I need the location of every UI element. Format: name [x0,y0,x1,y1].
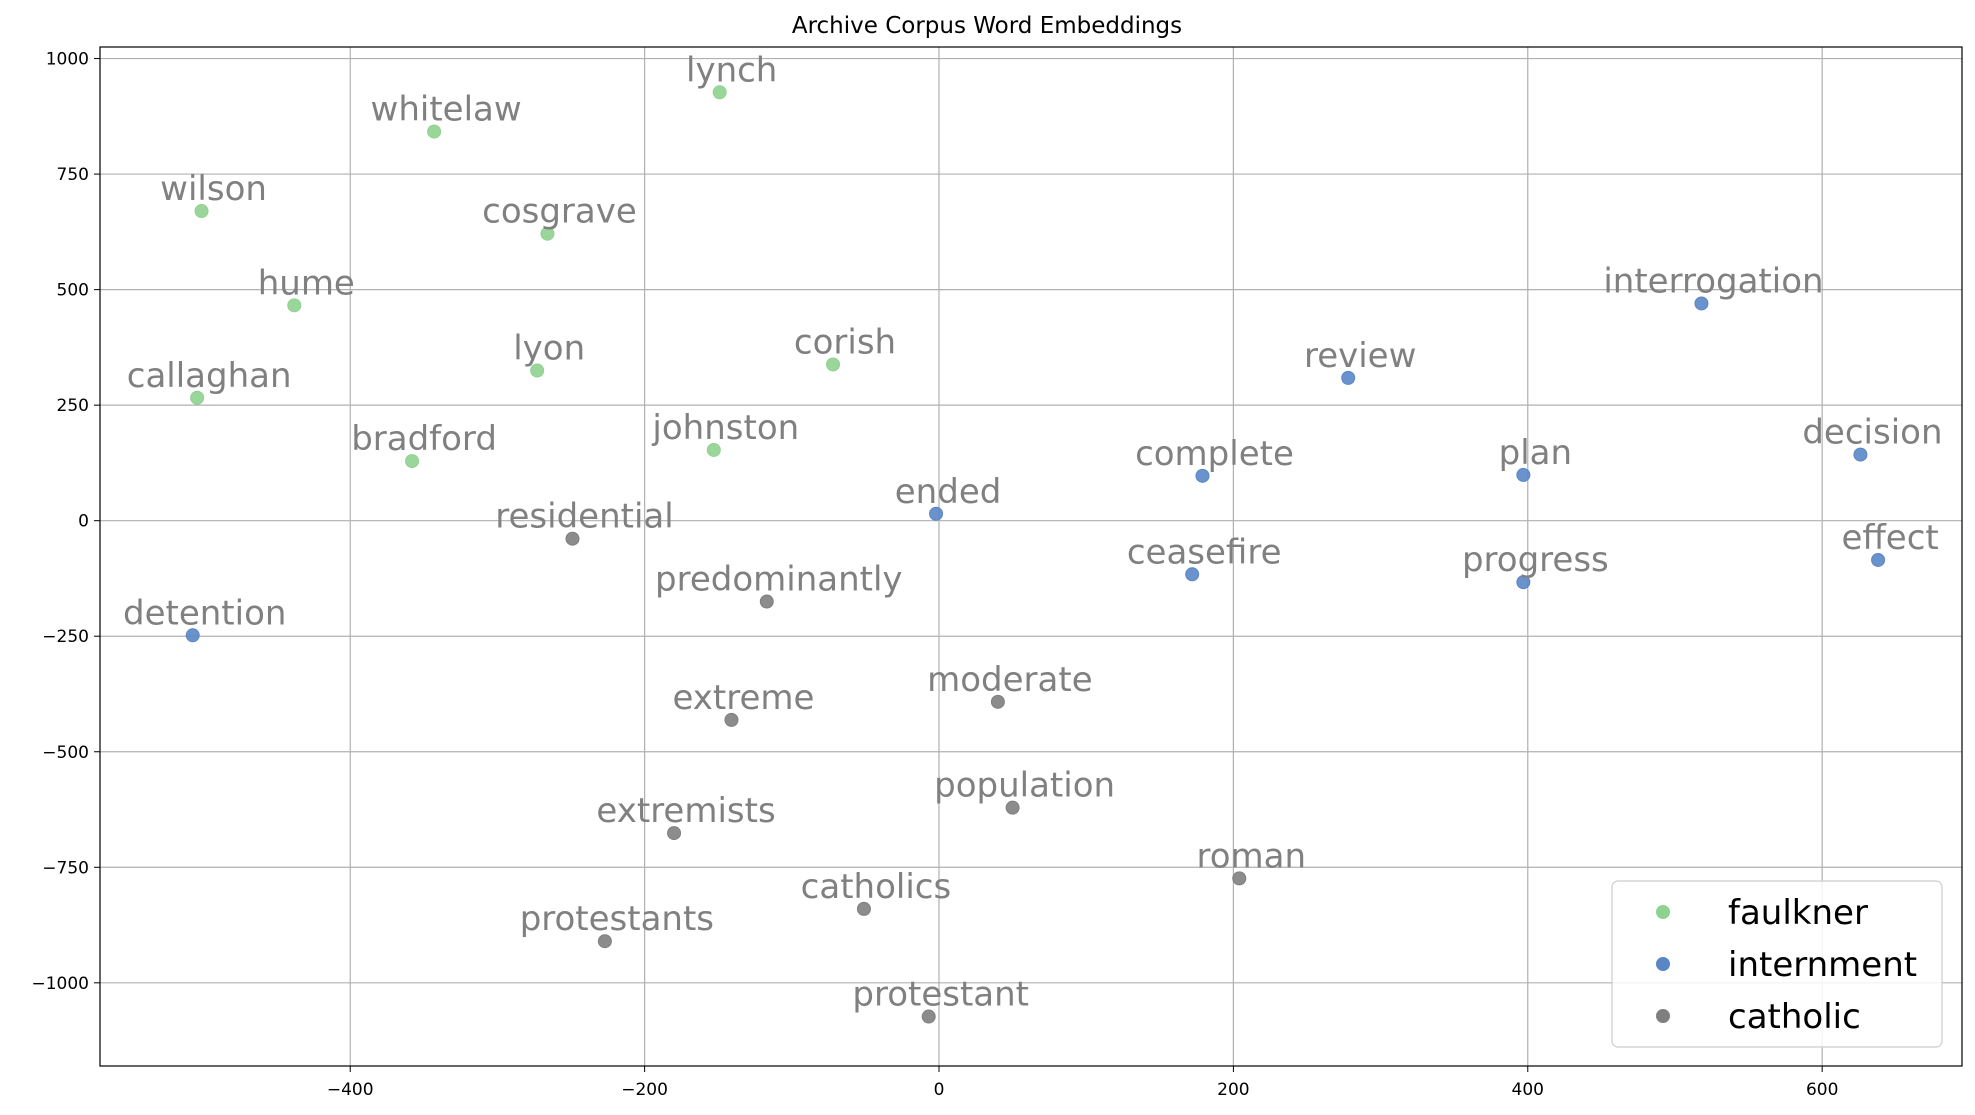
data-point-catholic [1005,800,1020,815]
data-point-catholic [1232,871,1247,886]
point-label: bradford [351,419,497,459]
plot-frame [99,46,1963,1067]
legend-marker-catholic [1656,1009,1670,1023]
data-point-internment [1516,467,1531,482]
point-label: interrogation [1603,261,1823,301]
x-tick-label: 0 [934,1080,945,1100]
point-label: callaghan [127,356,292,396]
point-label: protestants [520,899,714,939]
point-label: extreme [672,678,814,718]
point-label: roman [1197,836,1307,876]
data-point-catholic [724,712,739,727]
x-tick-label: 600 [1806,1080,1838,1100]
point-label: ended [895,472,1002,512]
point-label: johnston [651,408,799,448]
legend-label-internment: internment [1728,945,1917,985]
point-label: extremists [596,791,775,831]
point-label: hume [258,263,355,303]
y-tick-label: 0 [78,512,89,532]
axes: −400 −200 0 200 400 600 −1000 −750 −500 −250 0 250 5… [31,46,1963,1100]
point-label: effect [1841,518,1938,558]
y-tick-label: −1000 [31,974,89,994]
legend-marker-faulkner [1656,905,1670,919]
point-label: protestant [852,975,1029,1015]
data-point-catholic [667,826,682,841]
data-points [185,85,1886,1024]
grid-lines [100,47,1962,1066]
x-tick-label: 400 [1512,1080,1544,1100]
data-point-internment [1853,447,1868,462]
y-tick-label: −250 [42,627,89,647]
y-tick-label: 500 [57,281,89,301]
point-label: lyon [513,328,585,368]
data-point-faulkner [287,298,302,313]
point-label: lynch [686,50,777,90]
point-labels: lynch whitelaw wilson cosgrave hume lyon coris… [123,50,1943,1014]
point-label: corish [794,322,896,362]
data-point-faulkner [540,226,555,241]
point-label: plan [1499,433,1572,473]
point-label: detention [123,593,286,633]
data-point-internment [1185,567,1200,582]
point-label: whitelaw [371,90,522,130]
chart-title: Archive Corpus Word Embeddings [792,13,1182,39]
data-point-faulkner [712,85,727,100]
data-point-catholic [565,531,580,546]
data-point-catholic [597,934,612,949]
data-point-faulkner [405,454,420,469]
data-point-internment [1516,575,1531,590]
x-tick-label: 200 [1217,1080,1249,1100]
data-point-internment [185,628,200,643]
point-label: progress [1462,540,1609,580]
point-label: moderate [927,660,1092,700]
point-label: population [934,766,1115,806]
data-point-faulkner [194,204,209,219]
data-point-internment [929,506,944,521]
data-point-faulkner [427,124,442,139]
point-label: ceasefire [1127,532,1282,572]
point-label: cosgrave [482,192,637,232]
point-label: complete [1135,434,1294,474]
data-point-catholic [759,594,774,609]
legend-marker-internment [1656,957,1670,971]
data-point-internment [1195,468,1210,483]
data-point-catholic [990,694,1005,709]
y-tick-label: −500 [42,743,89,763]
x-tick-label: −200 [621,1080,668,1100]
legend-label-faulkner: faulkner [1728,893,1868,933]
legend: faulkner internment catholic [1611,880,1943,1048]
data-point-internment [1871,552,1886,567]
point-label: predominantly [655,560,903,600]
point-label: catholics [801,867,952,907]
data-point-catholic [856,901,871,916]
y-tick-label: 250 [57,396,89,416]
data-point-faulkner [826,357,841,372]
legend-box [1611,880,1943,1048]
data-point-faulkner [706,442,721,457]
data-point-faulkner [190,390,205,405]
data-point-internment [1341,370,1356,385]
point-label: residential [495,497,673,537]
point-label: review [1304,336,1416,376]
data-point-catholic [921,1009,936,1024]
data-point-faulkner [530,363,545,378]
data-point-internment [1694,296,1709,311]
point-label: decision [1802,413,1942,453]
y-tick-label: 1000 [46,50,89,70]
y-tick-label: 750 [57,165,89,185]
point-label: wilson [160,169,267,209]
legend-label-catholic: catholic [1728,997,1861,1037]
x-tick-label: −400 [327,1080,374,1100]
y-tick-label: −750 [42,858,89,878]
